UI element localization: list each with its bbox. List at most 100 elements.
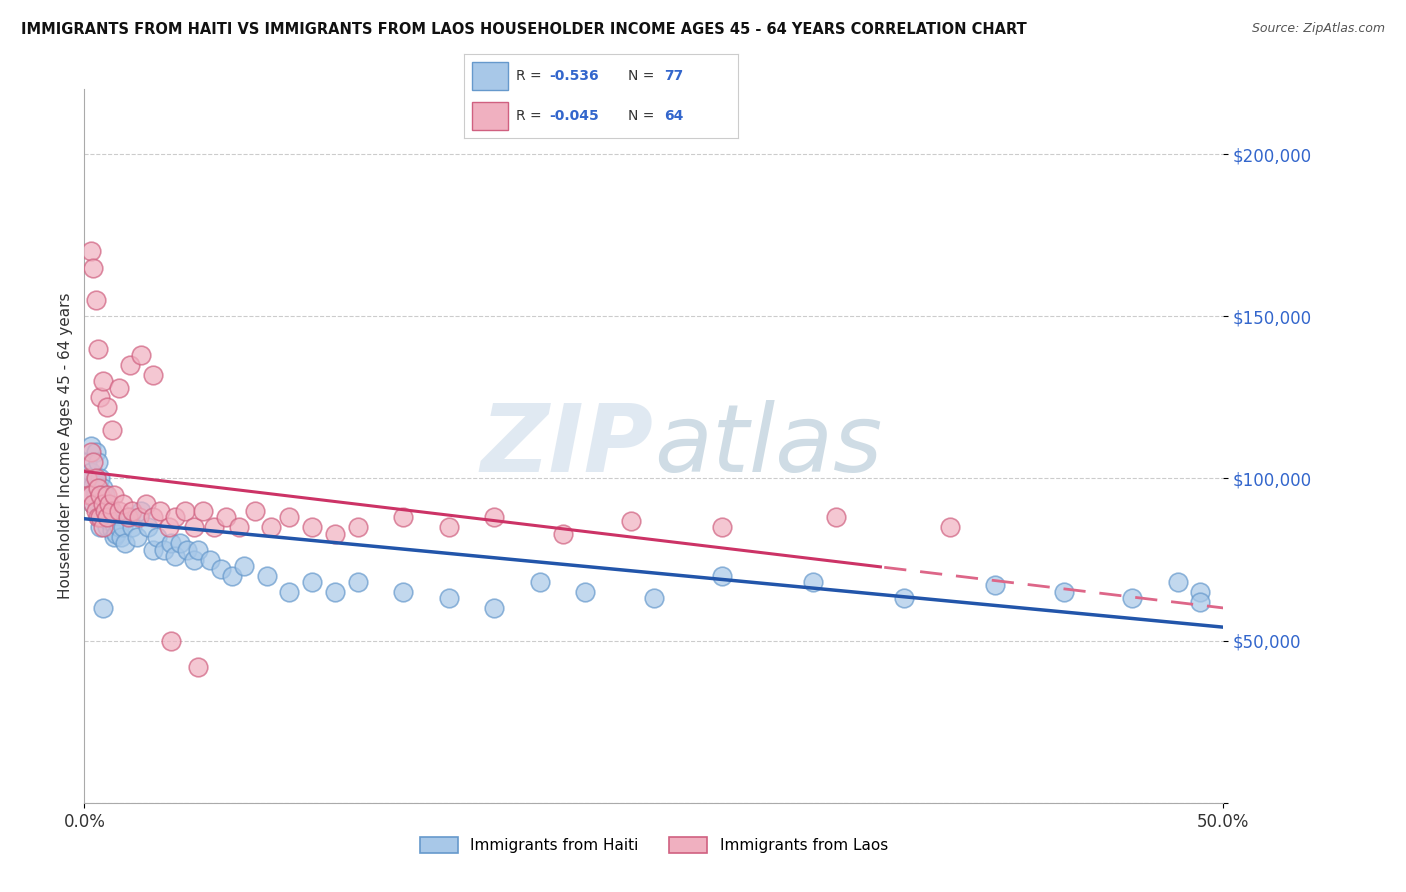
Point	[107, 520, 129, 534]
Point	[142, 542, 165, 557]
Point	[437, 520, 460, 534]
Legend: Immigrants from Haiti, Immigrants from Laos: Immigrants from Haiti, Immigrants from L…	[413, 831, 894, 859]
Point	[96, 510, 118, 524]
Point	[198, 552, 221, 566]
Point	[82, 497, 104, 511]
Point	[1189, 585, 1212, 599]
Point	[1121, 591, 1143, 606]
Point	[100, 510, 122, 524]
Point	[437, 591, 460, 606]
Text: N =: N =	[628, 69, 659, 83]
Point	[82, 478, 104, 492]
Point	[1167, 575, 1189, 590]
Point	[148, 504, 170, 518]
Text: 77: 77	[664, 69, 683, 83]
Point	[84, 488, 107, 502]
Point	[183, 552, 205, 566]
Point	[98, 497, 121, 511]
Point	[221, 568, 243, 582]
Point	[77, 471, 100, 485]
Point	[278, 510, 301, 524]
Point	[301, 520, 323, 534]
Point	[157, 520, 180, 534]
Point	[100, 524, 122, 538]
Point	[96, 497, 118, 511]
Point	[91, 520, 114, 534]
Point	[96, 488, 118, 502]
Point	[94, 488, 117, 502]
Point	[125, 530, 148, 544]
Point	[256, 568, 278, 582]
Bar	[472, 62, 508, 90]
Point	[100, 504, 122, 518]
Point	[91, 374, 114, 388]
Point	[89, 520, 111, 534]
Point	[187, 542, 209, 557]
Point	[112, 520, 135, 534]
Point	[160, 633, 183, 648]
Point	[82, 260, 104, 275]
Text: ZIP: ZIP	[481, 400, 654, 492]
Point	[245, 504, 267, 518]
Point	[173, 504, 195, 518]
Point	[94, 504, 117, 518]
Point	[136, 520, 159, 534]
Point	[84, 471, 107, 485]
Point	[323, 585, 346, 599]
Point	[98, 504, 121, 518]
Point	[214, 510, 236, 524]
Point	[87, 342, 110, 356]
Y-axis label: Householder Income Ages 45 - 64 years: Householder Income Ages 45 - 64 years	[58, 293, 73, 599]
Point	[202, 520, 225, 534]
Point	[574, 585, 596, 599]
Point	[89, 488, 111, 502]
Point	[121, 520, 143, 534]
Point	[87, 455, 110, 469]
Text: IMMIGRANTS FROM HAITI VS IMMIGRANTS FROM LAOS HOUSEHOLDER INCOME AGES 45 - 64 YE: IMMIGRANTS FROM HAITI VS IMMIGRANTS FROM…	[21, 22, 1026, 37]
Point	[484, 601, 506, 615]
Point	[96, 400, 118, 414]
Point	[620, 514, 643, 528]
Point	[939, 520, 962, 534]
Point	[323, 526, 346, 541]
Point	[105, 526, 128, 541]
Point	[114, 536, 136, 550]
Point	[1053, 585, 1076, 599]
Point	[232, 559, 254, 574]
Point	[183, 520, 205, 534]
Point	[711, 520, 734, 534]
Point	[142, 510, 165, 524]
Point	[98, 514, 121, 528]
Point	[551, 526, 574, 541]
Point	[346, 575, 368, 590]
Point	[209, 562, 232, 576]
Point	[142, 368, 165, 382]
Point	[228, 520, 250, 534]
Point	[160, 536, 183, 550]
Point	[91, 497, 114, 511]
Point	[278, 585, 301, 599]
Point	[77, 488, 100, 502]
Point	[89, 488, 111, 502]
Point	[529, 575, 551, 590]
Bar	[472, 102, 508, 130]
Point	[117, 510, 139, 524]
Point	[80, 465, 103, 479]
Point	[89, 390, 111, 404]
Point	[84, 445, 107, 459]
Point	[484, 510, 506, 524]
Point	[131, 348, 153, 362]
Point	[187, 659, 209, 673]
Point	[91, 510, 114, 524]
Point	[165, 510, 187, 524]
Text: Source: ZipAtlas.com: Source: ZipAtlas.com	[1251, 22, 1385, 36]
Point	[87, 497, 110, 511]
Point	[87, 481, 110, 495]
Point	[76, 455, 98, 469]
Point	[91, 601, 114, 615]
Point	[135, 497, 157, 511]
Text: -0.536: -0.536	[548, 69, 599, 83]
Point	[89, 510, 111, 524]
Point	[80, 244, 103, 259]
Text: atlas: atlas	[654, 401, 882, 491]
